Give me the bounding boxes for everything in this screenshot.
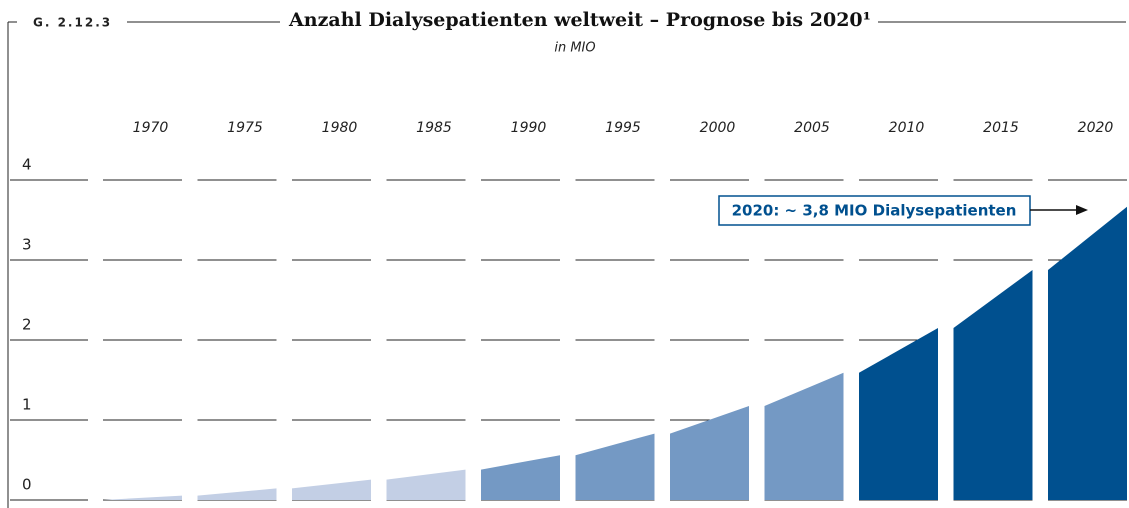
x-tick-label: 1995 xyxy=(605,120,641,136)
x-tick-label: 1975 xyxy=(227,120,263,136)
annotation-box xyxy=(718,195,1031,226)
area-segment xyxy=(575,433,655,500)
x-tick-label: 2005 xyxy=(794,120,830,136)
x-tick-label: 1985 xyxy=(416,120,452,136)
y-tick-label: 3 xyxy=(22,236,32,254)
annotation-arrowhead xyxy=(1076,205,1088,215)
y-tick-label: 0 xyxy=(22,476,32,494)
area-segment xyxy=(1048,206,1127,501)
y-tick-label: 1 xyxy=(22,396,32,414)
y-tick-label: 4 xyxy=(22,156,32,174)
x-tick-label: 1980 xyxy=(322,120,358,136)
x-tick-label: 2015 xyxy=(983,120,1019,136)
x-tick-label: 2010 xyxy=(889,120,925,136)
x-tick-label: 2000 xyxy=(700,120,736,136)
header: G. 2.12.3 xyxy=(33,16,112,30)
x-tick-label: 2020 xyxy=(1078,120,1114,136)
area-segment xyxy=(103,495,182,500)
chart-title: Anzahl Dialysepatienten weltweit – Progn… xyxy=(288,9,871,31)
area-segment xyxy=(292,479,371,500)
area-segment xyxy=(481,455,560,500)
subtitle: in MIO xyxy=(554,41,595,56)
x-tick-label: 1990 xyxy=(511,120,547,136)
area-segment xyxy=(764,372,844,500)
annotation: 2020: ~ 3,8 MIO Dialysepatienten xyxy=(732,202,1017,220)
y-tick-label: 2 xyxy=(22,316,32,334)
x-tick-label: 1970 xyxy=(133,120,169,136)
area-segment xyxy=(953,270,1033,500)
area-segment xyxy=(386,469,466,500)
area-segment xyxy=(859,328,938,500)
area-segment xyxy=(670,406,749,500)
area-segment xyxy=(197,488,277,500)
